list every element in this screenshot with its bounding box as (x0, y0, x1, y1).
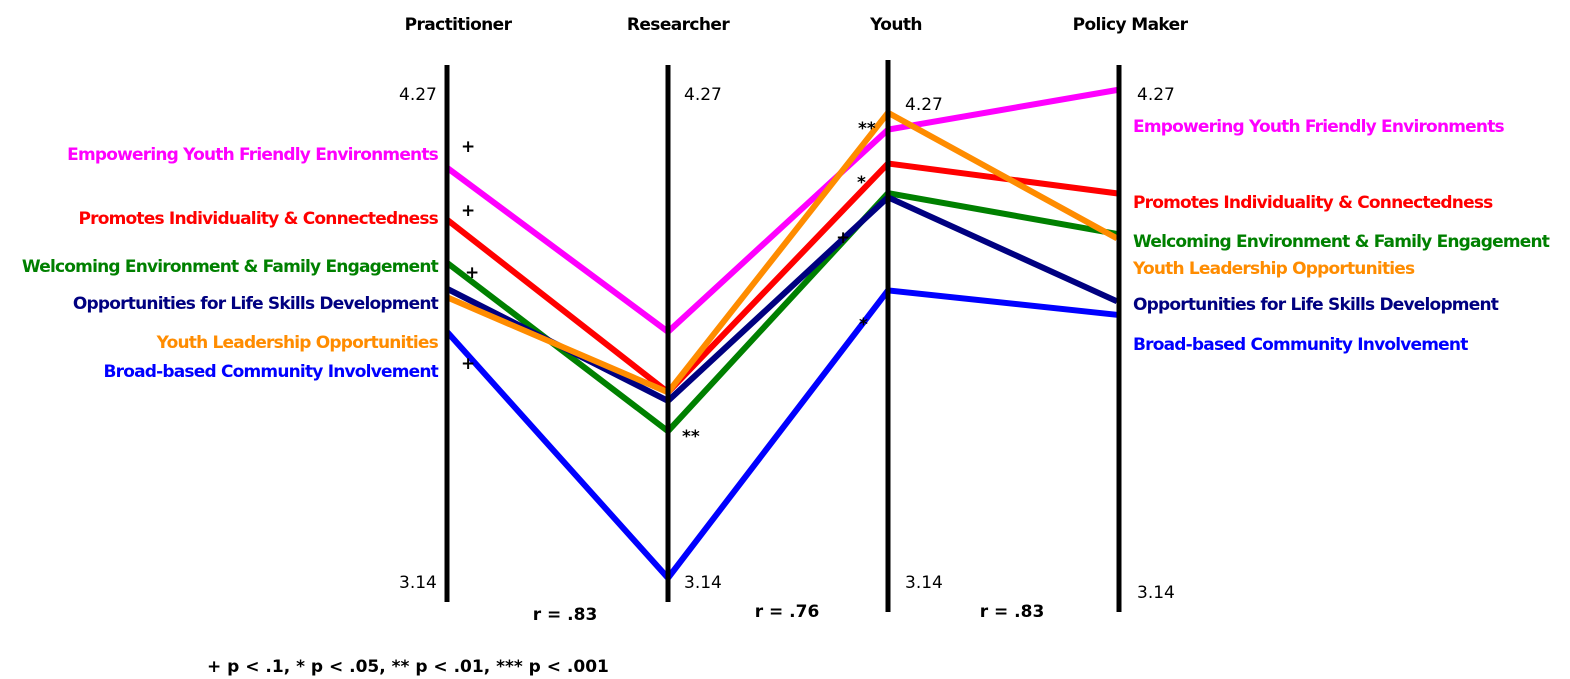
axis-header-practitioner: Practitioner (405, 15, 513, 35)
right-label-promotes: Promotes Individuality & Connectedness (1133, 193, 1493, 213)
correlation-youth-policy-maker: r = .83 (980, 602, 1045, 622)
sig-practitioner-promotes: + (461, 201, 475, 221)
right-label-empowering: Empowering Youth Friendly Environments (1133, 117, 1505, 137)
sig-practitioner-broad-based: + (461, 354, 475, 374)
significance-footnote: + p < .1, * p < .05, ** p < .01, *** p <… (207, 657, 609, 677)
left-label-empowering: Empowering Youth Friendly Environments (67, 145, 439, 165)
right-label-opportunities: Opportunities for Life Skills Developmen… (1133, 295, 1499, 315)
axis-header-policy-maker: Policy Maker (1073, 15, 1189, 35)
tick-top-researcher: 4.27 (684, 85, 722, 105)
sig-practitioner-empowering: + (461, 137, 475, 157)
tick-top-youth: 4.27 (905, 95, 943, 115)
axis-header-youth: Youth (869, 15, 922, 35)
series-line-empowering-youth-friendly-environments (445, 87, 1118, 336)
sig-researcher-welcoming: ** (682, 427, 700, 447)
left-label-broad-based: Broad-based Community Involvement (103, 362, 438, 382)
sig-youth-empowering: ** (858, 119, 876, 139)
series-line-youth-leadership-opportunities (445, 108, 1119, 396)
tick-top-policy-maker: 4.27 (1137, 85, 1175, 105)
right-label-youth-leadership: Youth Leadership Opportunities (1132, 259, 1415, 279)
correlation-practitioner-researcher: r = .83 (533, 605, 598, 625)
left-label-promotes: Promotes Individuality & Connectedness (79, 209, 439, 229)
left-label-opportunities: Opportunities for Life Skills Developmen… (73, 294, 439, 314)
tick-bottom-youth: 3.14 (905, 573, 943, 593)
series-line-broad-based-community-involvement (444, 287, 1118, 583)
tick-bottom-researcher: 3.14 (684, 573, 722, 593)
tick-bottom-practitioner: 3.14 (399, 573, 437, 593)
axis-header-researcher: Researcher (627, 15, 730, 35)
right-label-welcoming: Welcoming Environment & Family Engagemen… (1133, 232, 1550, 252)
sig-practitioner-welcoming: + (465, 263, 479, 283)
correlation-researcher-youth: r = .76 (755, 602, 820, 622)
tick-top-practitioner: 4.27 (399, 85, 437, 105)
left-label-welcoming: Welcoming Environment & Family Engagemen… (22, 257, 439, 277)
left-label-youth-leadership: Youth Leadership Opportunities (156, 333, 439, 353)
sig-youth-promotes: * (857, 173, 866, 193)
series-layer (444, 87, 1119, 583)
sig-youth-welcoming: + (836, 228, 850, 248)
series-line-promotes-individuality-connectedness (445, 160, 1118, 397)
tick-bottom-policy-maker: 3.14 (1137, 583, 1175, 603)
right-label-broad-based: Broad-based Community Involvement (1133, 335, 1468, 355)
sig-youth-broad-based: * (859, 315, 868, 335)
